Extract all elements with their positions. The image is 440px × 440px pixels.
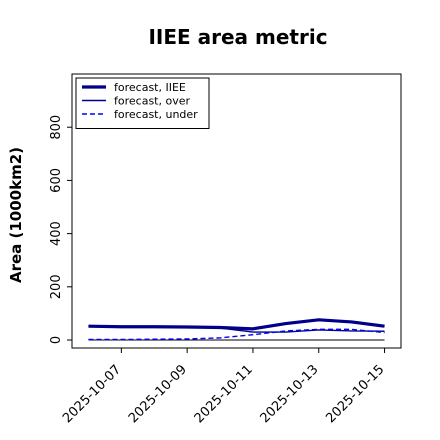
series-line-2 [88, 328, 385, 341]
y-tick-label: 0 [49, 336, 64, 344]
series-layer [88, 318, 385, 341]
y-tick-label: 600 [49, 168, 64, 193]
plot-area-frame [71, 73, 402, 349]
x-axis: 2025-10-07 2025-10-09 2025-10-11 2025-10-13… [60, 348, 387, 426]
legend-label: forecast, IIEE [114, 81, 186, 94]
x-tick-label: 2025-10-07 [60, 362, 124, 426]
y-axis-label: Area (1000km2) [7, 147, 25, 283]
y-tick-label: 400 [49, 221, 64, 246]
series-line-1 [88, 325, 385, 333]
y-axis: 0 200 400 600 800 [49, 115, 72, 344]
x-tick-label: 2025-10-11 [192, 362, 256, 426]
x-tick-label: 2025-10-13 [258, 362, 322, 426]
legend-label: forecast, over [114, 95, 190, 108]
chart-title: IIEE area metric [148, 25, 327, 49]
y-tick-label: 800 [49, 115, 64, 140]
legend-box [75, 77, 210, 129]
x-tick-label: 2025-10-09 [126, 362, 190, 426]
legend-label: forecast, under [114, 108, 198, 121]
series-line-0 [88, 318, 385, 331]
x-tick-label: 2025-10-15 [323, 362, 387, 426]
y-tick-label: 200 [49, 274, 64, 299]
